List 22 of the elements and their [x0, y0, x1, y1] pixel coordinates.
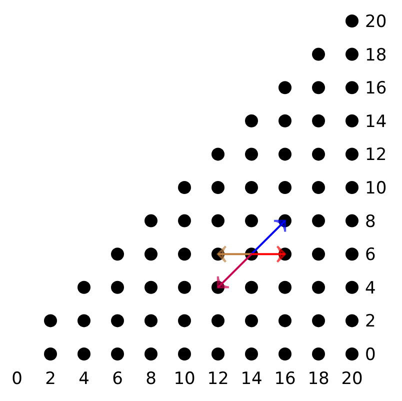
- y-tick-label: 18: [365, 45, 387, 66]
- x-tick-label: 20: [341, 369, 363, 389]
- y-tick-label: 12: [365, 145, 387, 166]
- x-tick-label: 12: [207, 369, 229, 389]
- y-tick-label: 2: [365, 312, 376, 332]
- x-tick-label: 2: [45, 369, 56, 389]
- x-tick-label: 8: [146, 369, 156, 389]
- x-tick-label: 10: [174, 369, 196, 389]
- x-tick-label: 16: [274, 369, 296, 389]
- x-tick-label: 4: [78, 369, 90, 389]
- x-tick-label: 18: [308, 369, 330, 389]
- y-tick-label: 8: [365, 212, 376, 232]
- y-tick-label: 20: [365, 12, 387, 32]
- y-tick-label: 0: [365, 344, 376, 365]
- x-tick-label: 0: [12, 369, 22, 389]
- y-tick-label: 4: [365, 278, 376, 298]
- y-tick-label: 14: [365, 112, 387, 132]
- y-tick-label: 6: [365, 245, 376, 266]
- x-tick-label: 14: [240, 369, 262, 389]
- y-tick-label: 10: [365, 178, 387, 198]
- y-tick-label: 16: [365, 78, 387, 99]
- x-tick-label: 6: [112, 369, 123, 389]
